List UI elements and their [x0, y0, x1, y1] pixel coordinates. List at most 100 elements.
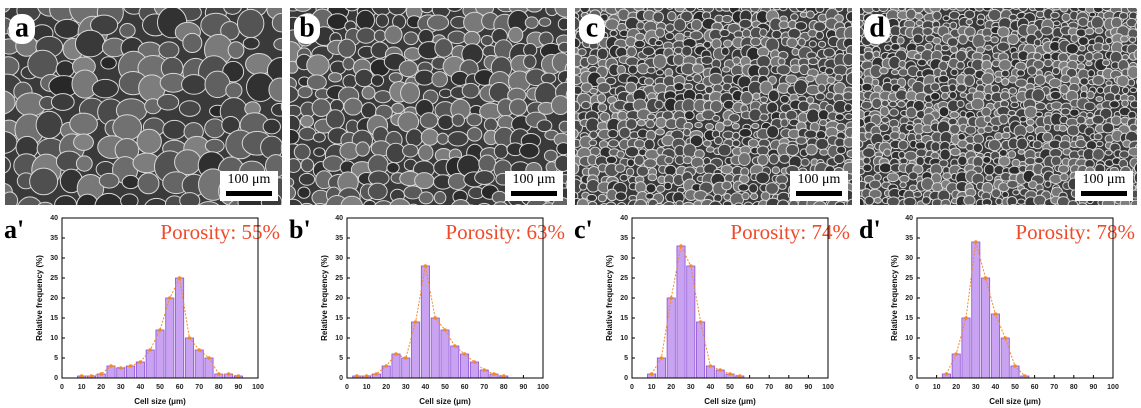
porosity-annotation: Porosity: 74% — [730, 220, 850, 244]
cell — [1106, 37, 1113, 43]
cell — [870, 180, 881, 189]
cell — [627, 159, 634, 167]
cell — [738, 153, 750, 166]
cell — [723, 67, 730, 72]
cell — [376, 14, 388, 27]
cell — [77, 194, 98, 216]
cell — [387, 163, 399, 174]
cell — [982, 73, 994, 85]
cell — [355, 69, 373, 86]
scale-bar — [226, 191, 272, 196]
bar — [461, 354, 469, 378]
bar — [185, 338, 193, 378]
cell — [237, 9, 263, 37]
cell — [551, 96, 569, 115]
cell — [435, 39, 453, 58]
x-tick-label: 90 — [805, 384, 813, 391]
cell — [898, 69, 908, 76]
cell — [1134, 162, 1141, 173]
cell — [1137, 77, 1141, 87]
cell — [646, 184, 656, 193]
panel-label: a' — [4, 215, 24, 244]
cell — [406, 129, 422, 147]
cell — [388, 0, 406, 15]
bar — [1001, 338, 1009, 378]
y-tick-label: 40 — [335, 215, 343, 222]
cell — [1087, 112, 1094, 117]
cell — [950, 22, 957, 29]
cell — [1067, 125, 1079, 136]
fit-point — [974, 240, 978, 244]
cell — [948, 38, 958, 47]
cell — [684, 83, 693, 89]
cell — [385, 26, 402, 44]
cell — [880, 106, 889, 116]
cell — [682, 202, 694, 212]
cell — [581, 101, 590, 109]
cell — [1020, 37, 1027, 42]
cell — [494, 144, 508, 158]
cell — [1077, 116, 1086, 124]
cell — [879, 4, 888, 12]
cell — [683, 144, 696, 158]
cell — [1068, 200, 1078, 208]
cell — [916, 156, 924, 165]
x-tick-label: 20 — [667, 384, 675, 391]
x-tick-label: 30 — [687, 384, 695, 391]
fit-point — [168, 296, 172, 300]
cell — [1035, 157, 1044, 163]
cell — [626, 168, 633, 176]
cell — [806, 11, 814, 18]
cell — [834, 154, 844, 164]
cell — [837, 123, 846, 131]
y-tick-label: 30 — [335, 255, 343, 262]
fit-line — [357, 266, 504, 376]
cell — [665, 156, 673, 163]
cell — [656, 129, 665, 135]
cell — [117, 212, 140, 233]
cell — [856, 175, 862, 181]
cell — [526, 0, 542, 12]
fit-point — [482, 368, 486, 372]
cell — [1043, 132, 1053, 142]
cell — [732, 123, 739, 129]
x-tick-label: 80 — [785, 384, 793, 391]
cell — [205, 139, 224, 152]
cell — [750, 193, 757, 199]
cell — [692, 64, 704, 73]
y-tick-label: 5 — [909, 355, 913, 362]
cell — [949, 84, 957, 92]
cell — [983, 205, 991, 213]
cell — [566, 17, 580, 31]
y-tick-label: 35 — [620, 235, 628, 242]
cell — [1110, 101, 1120, 108]
cell — [1045, 207, 1054, 213]
cell — [1018, 150, 1025, 155]
cell — [995, 77, 1002, 83]
y-tick-label: 20 — [905, 295, 913, 302]
cell — [1027, 135, 1034, 140]
cell — [1061, 75, 1071, 83]
cell — [1102, 44, 1110, 51]
cell — [1102, 123, 1114, 133]
cell — [1035, 103, 1045, 110]
cell — [789, 200, 798, 208]
fit-point — [355, 374, 359, 378]
cell — [637, 22, 645, 30]
x-tick-label: 0 — [345, 384, 349, 391]
cell — [750, 3, 759, 13]
cell — [709, 201, 722, 215]
cell — [615, 164, 625, 173]
cell — [634, 140, 644, 148]
cell — [835, 202, 845, 209]
cell — [569, 38, 580, 48]
cell — [706, 147, 714, 153]
cell — [975, 2, 985, 11]
cell — [1062, 13, 1071, 21]
cell — [642, 47, 654, 56]
cell — [587, 55, 597, 64]
cell — [1036, 112, 1043, 117]
y-tick-label: 10 — [50, 335, 58, 342]
cell — [1009, 166, 1020, 174]
cell — [654, 2, 663, 11]
